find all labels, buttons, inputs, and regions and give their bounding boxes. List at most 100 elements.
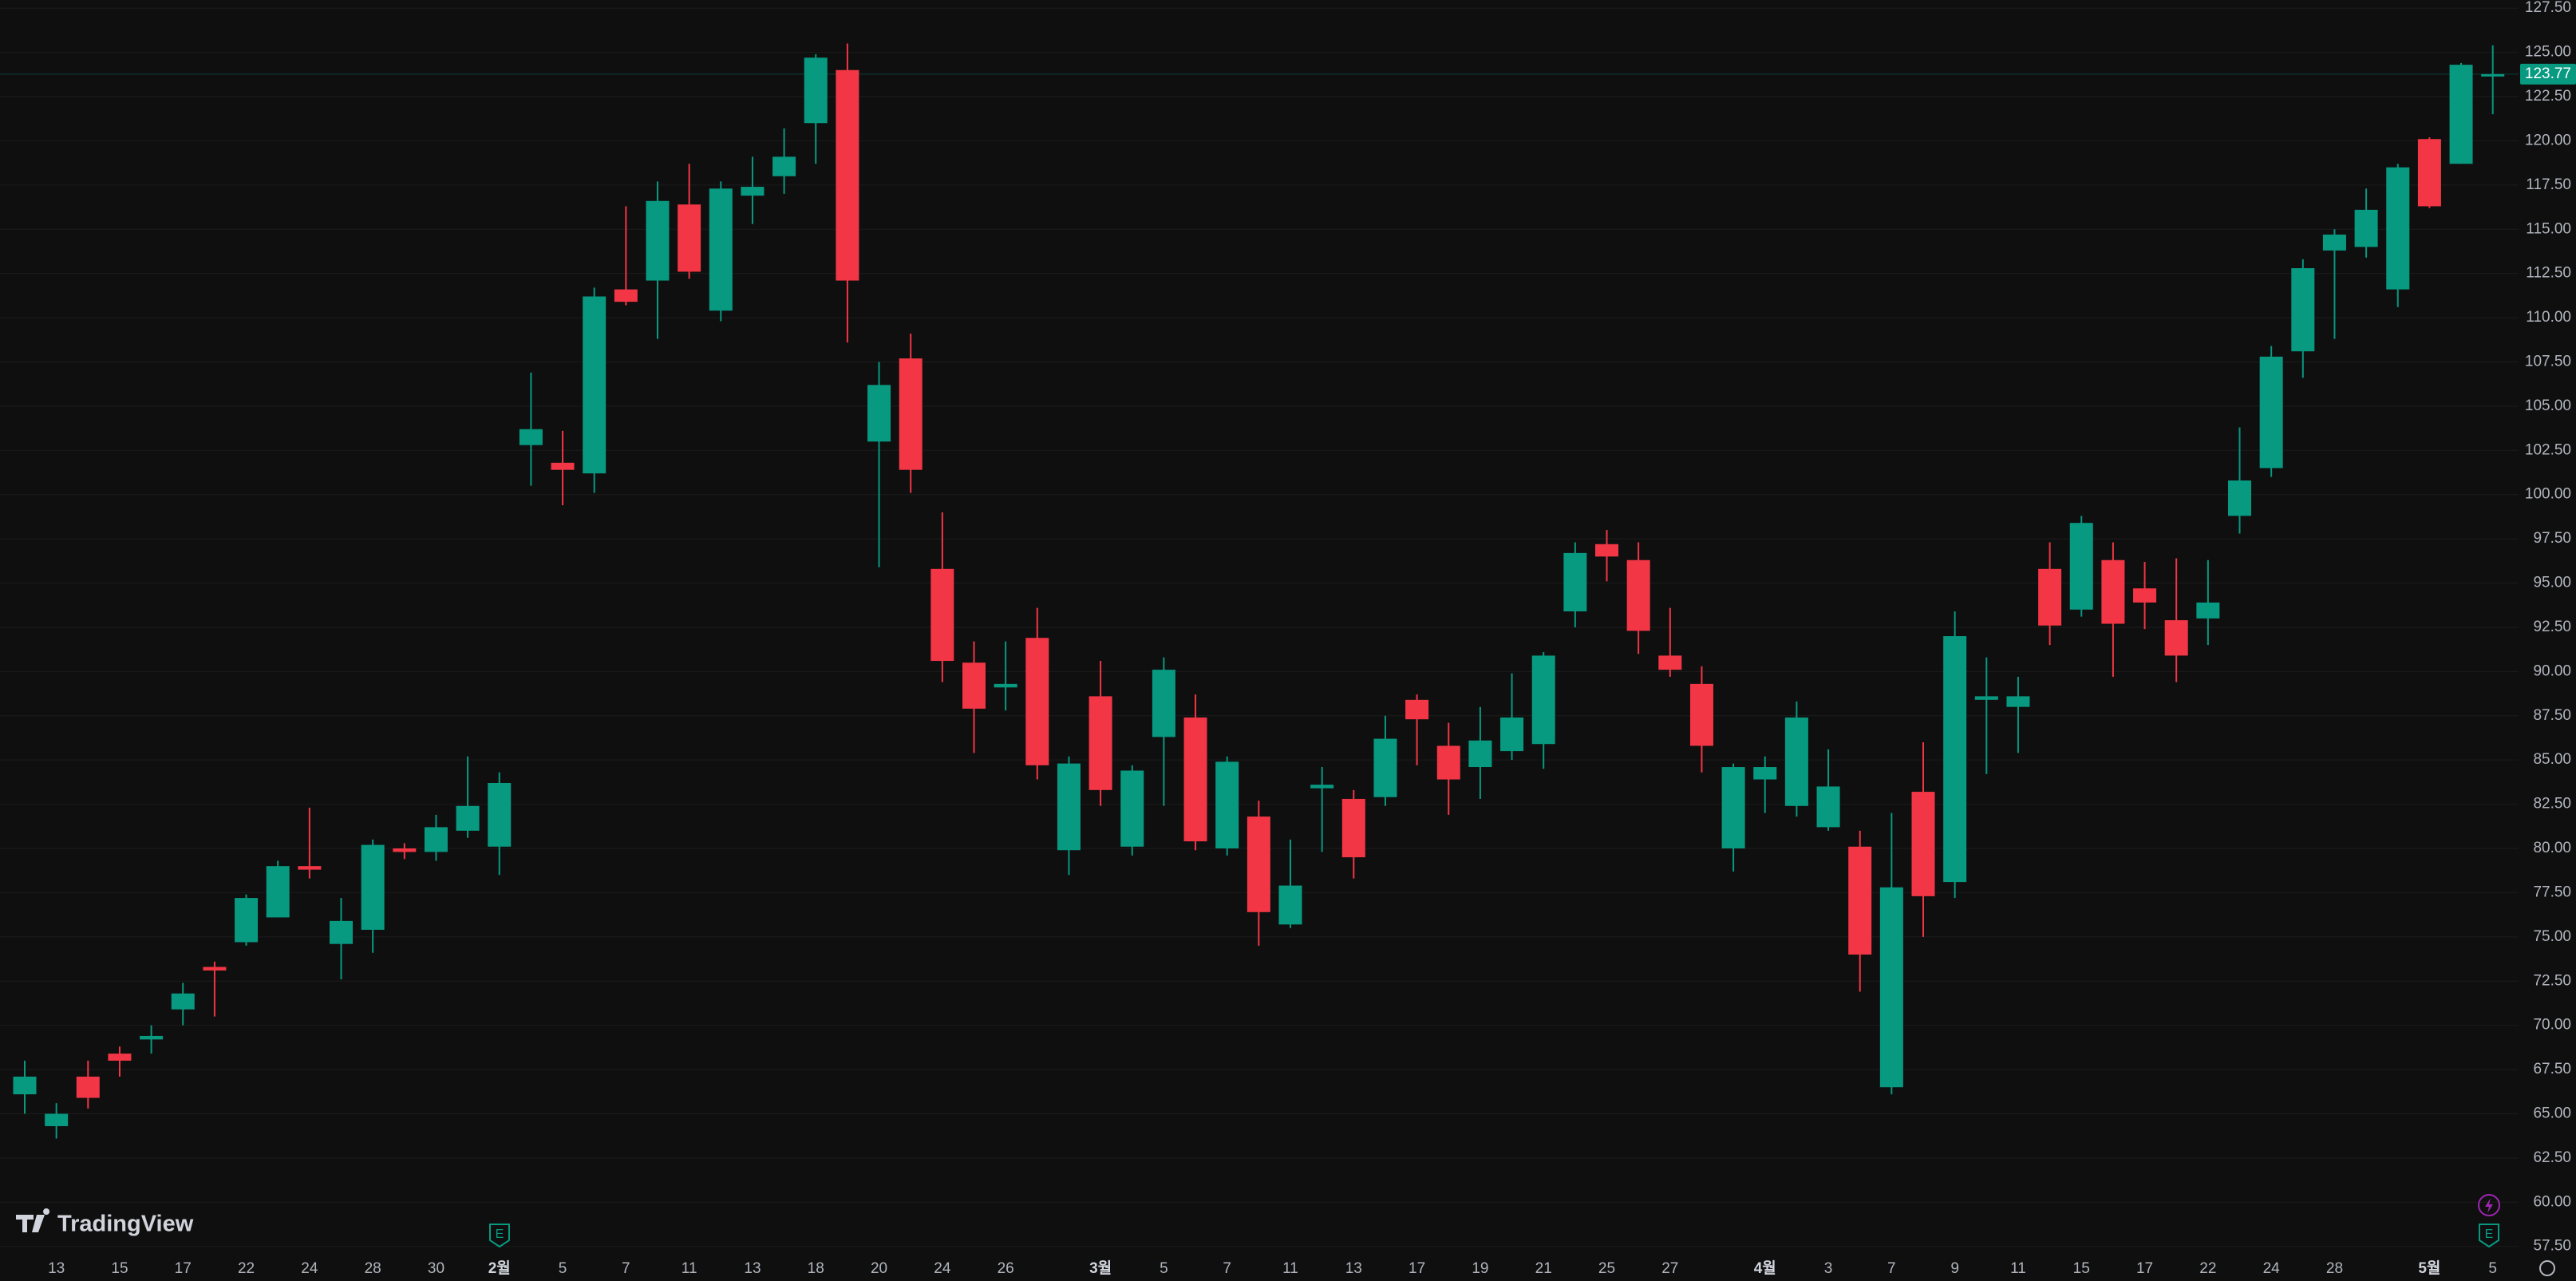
marker-shape xyxy=(489,1224,510,1248)
x-tick-label: 7 xyxy=(1223,1260,1231,1277)
x-tick-label: 17 xyxy=(2136,1260,2153,1277)
y-tick-label: 87.50 xyxy=(2533,707,2571,724)
x-tick-label: 11 xyxy=(2010,1260,2026,1277)
candle-body xyxy=(1025,638,1049,765)
candle-body xyxy=(709,188,733,311)
candle-body xyxy=(2069,523,2093,610)
candle-body xyxy=(1468,740,1492,768)
y-tick-label: 92.50 xyxy=(2533,619,2571,635)
x-tick-label: 26 xyxy=(998,1260,1014,1277)
y-tick-label: 65.00 xyxy=(2533,1105,2571,1121)
candle-body xyxy=(424,827,448,852)
x-tick-label: 22 xyxy=(2199,1260,2216,1277)
y-tick-label: 102.50 xyxy=(2525,441,2571,458)
candle-body xyxy=(1310,785,1334,789)
settings-icon[interactable] xyxy=(2539,1260,2555,1276)
candle-body xyxy=(1088,696,1112,790)
x-tick-label: 13 xyxy=(48,1260,65,1277)
candle-body xyxy=(519,429,543,445)
axes: 57.50 60.00 62.50 65.00 67.50 70.00 72.50 75.00… xyxy=(48,0,2576,1277)
candle-body xyxy=(171,993,195,1010)
candle-body xyxy=(551,462,575,470)
candle-body xyxy=(1721,767,1745,849)
dividend-icon xyxy=(2478,1194,2500,1216)
y-tick-label: 105.00 xyxy=(2525,397,2571,414)
candle-body xyxy=(1436,745,1460,780)
grid xyxy=(0,7,2519,1247)
candles xyxy=(13,43,2505,1139)
candle-body xyxy=(962,662,986,709)
x-tick-label: 24 xyxy=(934,1260,951,1277)
y-tick-label: 90.00 xyxy=(2533,662,2571,679)
candle-body xyxy=(1341,798,1365,858)
x-tick-label: 15 xyxy=(2073,1260,2090,1277)
y-tick-label: 110.00 xyxy=(2526,309,2571,326)
marker-label: E xyxy=(496,1228,504,1241)
candle-body xyxy=(2006,696,2030,707)
x-tick-label: 22 xyxy=(238,1260,255,1277)
y-tick-label: 67.50 xyxy=(2533,1061,2571,1077)
logo-text: TradingView xyxy=(57,1212,194,1237)
x-tick-label: 5 xyxy=(2488,1260,2497,1277)
x-tick-label: 20 xyxy=(871,1260,887,1277)
y-tick-label: 85.00 xyxy=(2533,751,2571,768)
x-tick-label: 3월 xyxy=(1089,1259,1112,1277)
y-tick-label: 120.00 xyxy=(2525,132,2571,148)
candle-body xyxy=(330,920,353,944)
candle-body xyxy=(614,289,638,302)
y-tick-label: 117.50 xyxy=(2526,176,2571,193)
x-tick-label: 13 xyxy=(1345,1260,1362,1277)
candle-body xyxy=(1278,885,1302,925)
candle-body xyxy=(2133,588,2157,603)
candle-body xyxy=(930,568,954,662)
candle-body xyxy=(361,844,385,930)
x-tick-label: 18 xyxy=(808,1260,824,1277)
x-tick-label: 7 xyxy=(1887,1260,1896,1277)
candle-body xyxy=(1247,816,1270,912)
candle-body xyxy=(235,898,259,943)
candle-body xyxy=(1373,738,1397,797)
candle-body xyxy=(393,848,417,852)
candle-body xyxy=(1120,770,1144,847)
x-tick-label: 19 xyxy=(1472,1260,1488,1277)
candle-body xyxy=(1595,544,1618,557)
x-tick-label: 5월 xyxy=(2418,1259,2440,1277)
y-tick-label: 125.00 xyxy=(2525,44,2571,61)
candle-body xyxy=(2449,65,2473,164)
candle-body xyxy=(2322,234,2346,251)
candle-body xyxy=(2038,568,2062,626)
y-tick-label: 60.00 xyxy=(2533,1193,2571,1210)
x-tick-label: 5 xyxy=(559,1260,567,1277)
candle-body xyxy=(266,866,290,918)
x-tick-label: 30 xyxy=(428,1260,444,1277)
icon-circle xyxy=(2478,1194,2500,1216)
y-tick-label: 115.00 xyxy=(2526,220,2571,237)
x-tick-label: 24 xyxy=(2263,1260,2281,1277)
candle-body xyxy=(899,358,923,470)
x-tick-label: 24 xyxy=(301,1260,318,1277)
x-tick-label: 13 xyxy=(744,1260,761,1277)
candle-body xyxy=(1563,552,1587,612)
candle-body xyxy=(1816,786,1840,828)
marker-label: E xyxy=(2485,1228,2494,1241)
x-tick-label: 27 xyxy=(1661,1260,1678,1277)
candle-body xyxy=(1183,717,1207,842)
x-tick-label: 5 xyxy=(1160,1260,1168,1277)
candle-body xyxy=(2386,167,2410,290)
last-price-label: 123.77 xyxy=(2525,65,2571,82)
x-tick-label: 28 xyxy=(2326,1260,2343,1277)
y-tick-label: 122.50 xyxy=(2525,88,2571,105)
x-tick-label: 15 xyxy=(111,1260,128,1277)
candle-body xyxy=(2259,356,2283,469)
settings-gear[interactable] xyxy=(2539,1260,2555,1276)
candle-body xyxy=(2481,73,2505,77)
candle-body xyxy=(772,156,796,176)
candle-body xyxy=(1879,887,1903,1088)
candle-body xyxy=(1500,717,1524,752)
x-tick-label: 11 xyxy=(682,1260,697,1277)
y-tick-label: 97.50 xyxy=(2533,530,2571,547)
candle-body xyxy=(2164,620,2188,656)
candle-body xyxy=(76,1076,100,1098)
candle-body xyxy=(1057,763,1081,851)
